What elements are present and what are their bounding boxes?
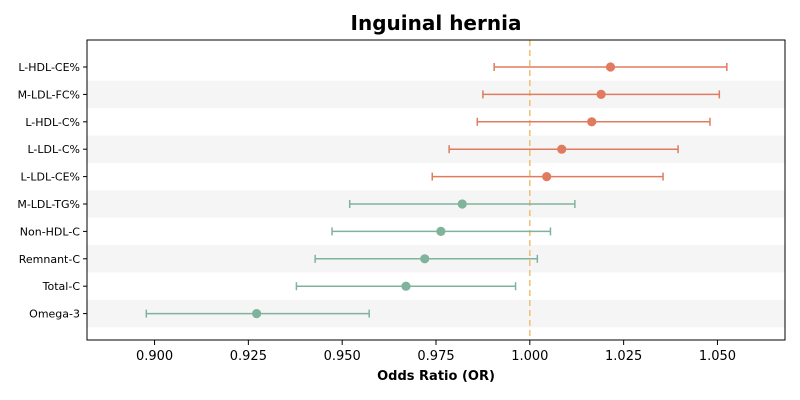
y-tick-label: L-LDL-CE% [21, 171, 81, 184]
chart-title: Inguinal hernia [351, 11, 522, 35]
x-tick-label: 1.025 [605, 349, 642, 364]
x-tick-label: 0.950 [324, 349, 361, 364]
point-estimate [542, 172, 552, 182]
y-tick-label: Total-C [42, 280, 81, 293]
y-tick-label: Non-HDL-C [20, 225, 81, 238]
y-tick-label: Omega-3 [29, 308, 80, 321]
y-tick-label: L-HDL-CE% [18, 61, 80, 74]
y-tick-label: Remnant-C [19, 253, 81, 266]
x-axis-label: Odds Ratio (OR) [377, 369, 495, 384]
point-estimate [457, 199, 467, 209]
point-estimate [420, 254, 430, 264]
point-estimate [557, 144, 567, 154]
point-estimate [252, 309, 262, 319]
point-estimate [587, 117, 597, 127]
y-tick-label: M-LDL-FC% [18, 88, 80, 101]
y-tick-label: M-LDL-TG% [17, 198, 80, 211]
point-estimate [436, 226, 446, 236]
x-tick-label: 1.050 [699, 349, 736, 364]
x-tick-label: 0.975 [417, 349, 454, 364]
plot-area: L-HDL-CE% M-LDL-FC% L-HDL-C% L-LDL-C% L-LDL-… [17, 39, 786, 364]
row-band [87, 135, 785, 163]
point-estimate [605, 62, 616, 72]
y-tick-label: L-LDL-C% [27, 143, 80, 156]
y-tick-label: L-HDL-C% [25, 116, 80, 129]
x-tick-label: 0.925 [230, 349, 267, 364]
point-estimate [596, 89, 606, 99]
x-tick-label: 0.900 [136, 349, 173, 364]
x-tick-label: 1.000 [511, 349, 548, 364]
plot-frame [86, 39, 786, 341]
point-estimate [401, 281, 411, 291]
